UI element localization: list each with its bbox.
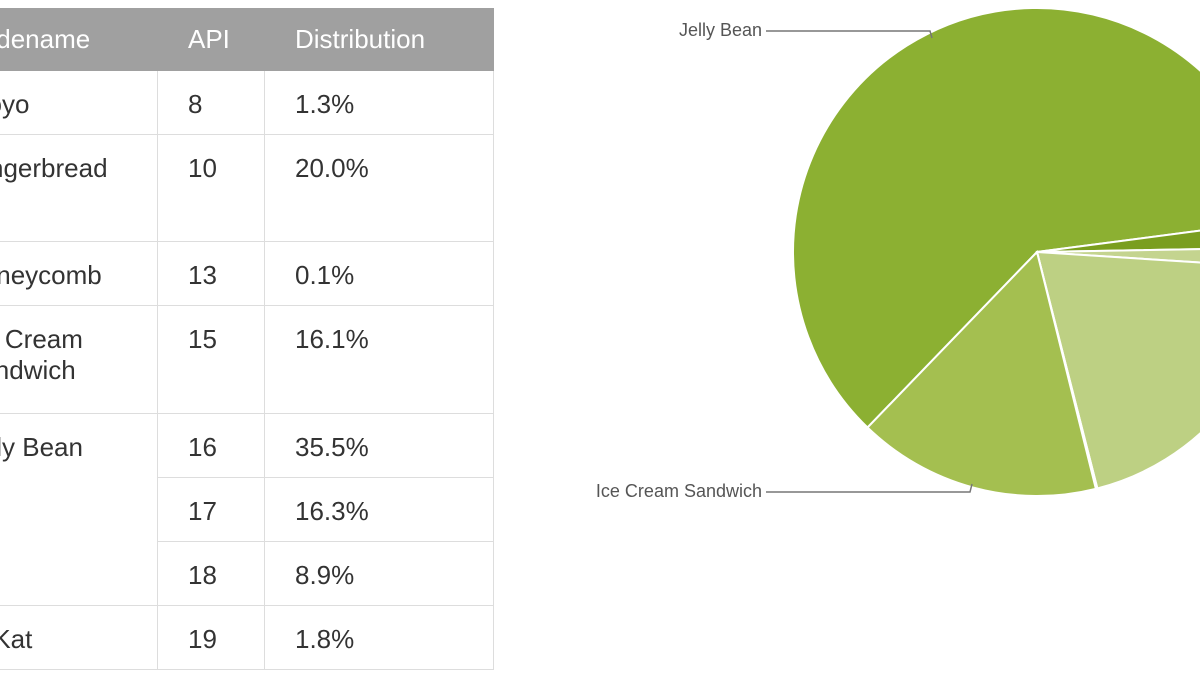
table-row: KitKat191.8% bbox=[0, 605, 494, 670]
api-cell: 8 bbox=[157, 70, 265, 135]
pie-slice bbox=[1035, 250, 1200, 490]
api-cell: 15 bbox=[157, 305, 265, 414]
distribution-table: CodenameAPIDistribution Froyo81.3%Ginger… bbox=[0, 8, 494, 670]
distribution-cell: 8.9% bbox=[264, 541, 494, 606]
api-cell: 17 bbox=[157, 477, 265, 542]
distribution-cell: 16.1% bbox=[264, 305, 494, 414]
distribution-cell: 1.8% bbox=[264, 605, 494, 670]
api-cell: 10 bbox=[157, 134, 265, 242]
api-cell: 13 bbox=[157, 241, 265, 306]
api-cell: 16 bbox=[157, 413, 265, 478]
header-cell: Codename bbox=[0, 8, 158, 71]
slice-label: Jelly Bean bbox=[679, 20, 762, 40]
table-row: 18 8.9% bbox=[0, 541, 494, 606]
distribution-cell: 35.5% bbox=[264, 413, 494, 478]
table-row: Gingerbread1020.0% bbox=[0, 134, 494, 242]
distribution-cell: 1.3% bbox=[264, 70, 494, 135]
table-row: Froyo81.3% bbox=[0, 70, 494, 135]
codename-cell: Gingerbread bbox=[0, 134, 158, 242]
codename-cell: Froyo bbox=[0, 70, 158, 135]
table-row: 17 16.3% bbox=[0, 477, 494, 542]
leader-line bbox=[766, 483, 973, 493]
codename-cell: KitKat bbox=[0, 605, 158, 670]
distribution-cell: 20.0% bbox=[264, 134, 494, 242]
header-row: CodenameAPIDistribution bbox=[0, 8, 494, 71]
distribution-cell: 0.1% bbox=[264, 241, 494, 306]
table-row: Ice Cream Sandwich1516.1% bbox=[0, 305, 494, 414]
api-cell: 18 bbox=[157, 541, 265, 606]
slice-label: Ice Cream Sandwich bbox=[596, 481, 762, 501]
table-body: Froyo81.3%Gingerbread1020.0%Honeycomb130… bbox=[0, 70, 494, 670]
distribution-cell: 16.3% bbox=[264, 477, 494, 542]
table-row: Honeycomb130.1% bbox=[0, 241, 494, 306]
leader-line bbox=[766, 30, 933, 39]
pie-slice bbox=[866, 250, 1098, 497]
header-cell: Distribution bbox=[264, 8, 494, 71]
codename-cell: Honeycomb bbox=[0, 241, 158, 306]
pie-slice bbox=[792, 7, 1200, 429]
pie-slice bbox=[1036, 229, 1200, 253]
